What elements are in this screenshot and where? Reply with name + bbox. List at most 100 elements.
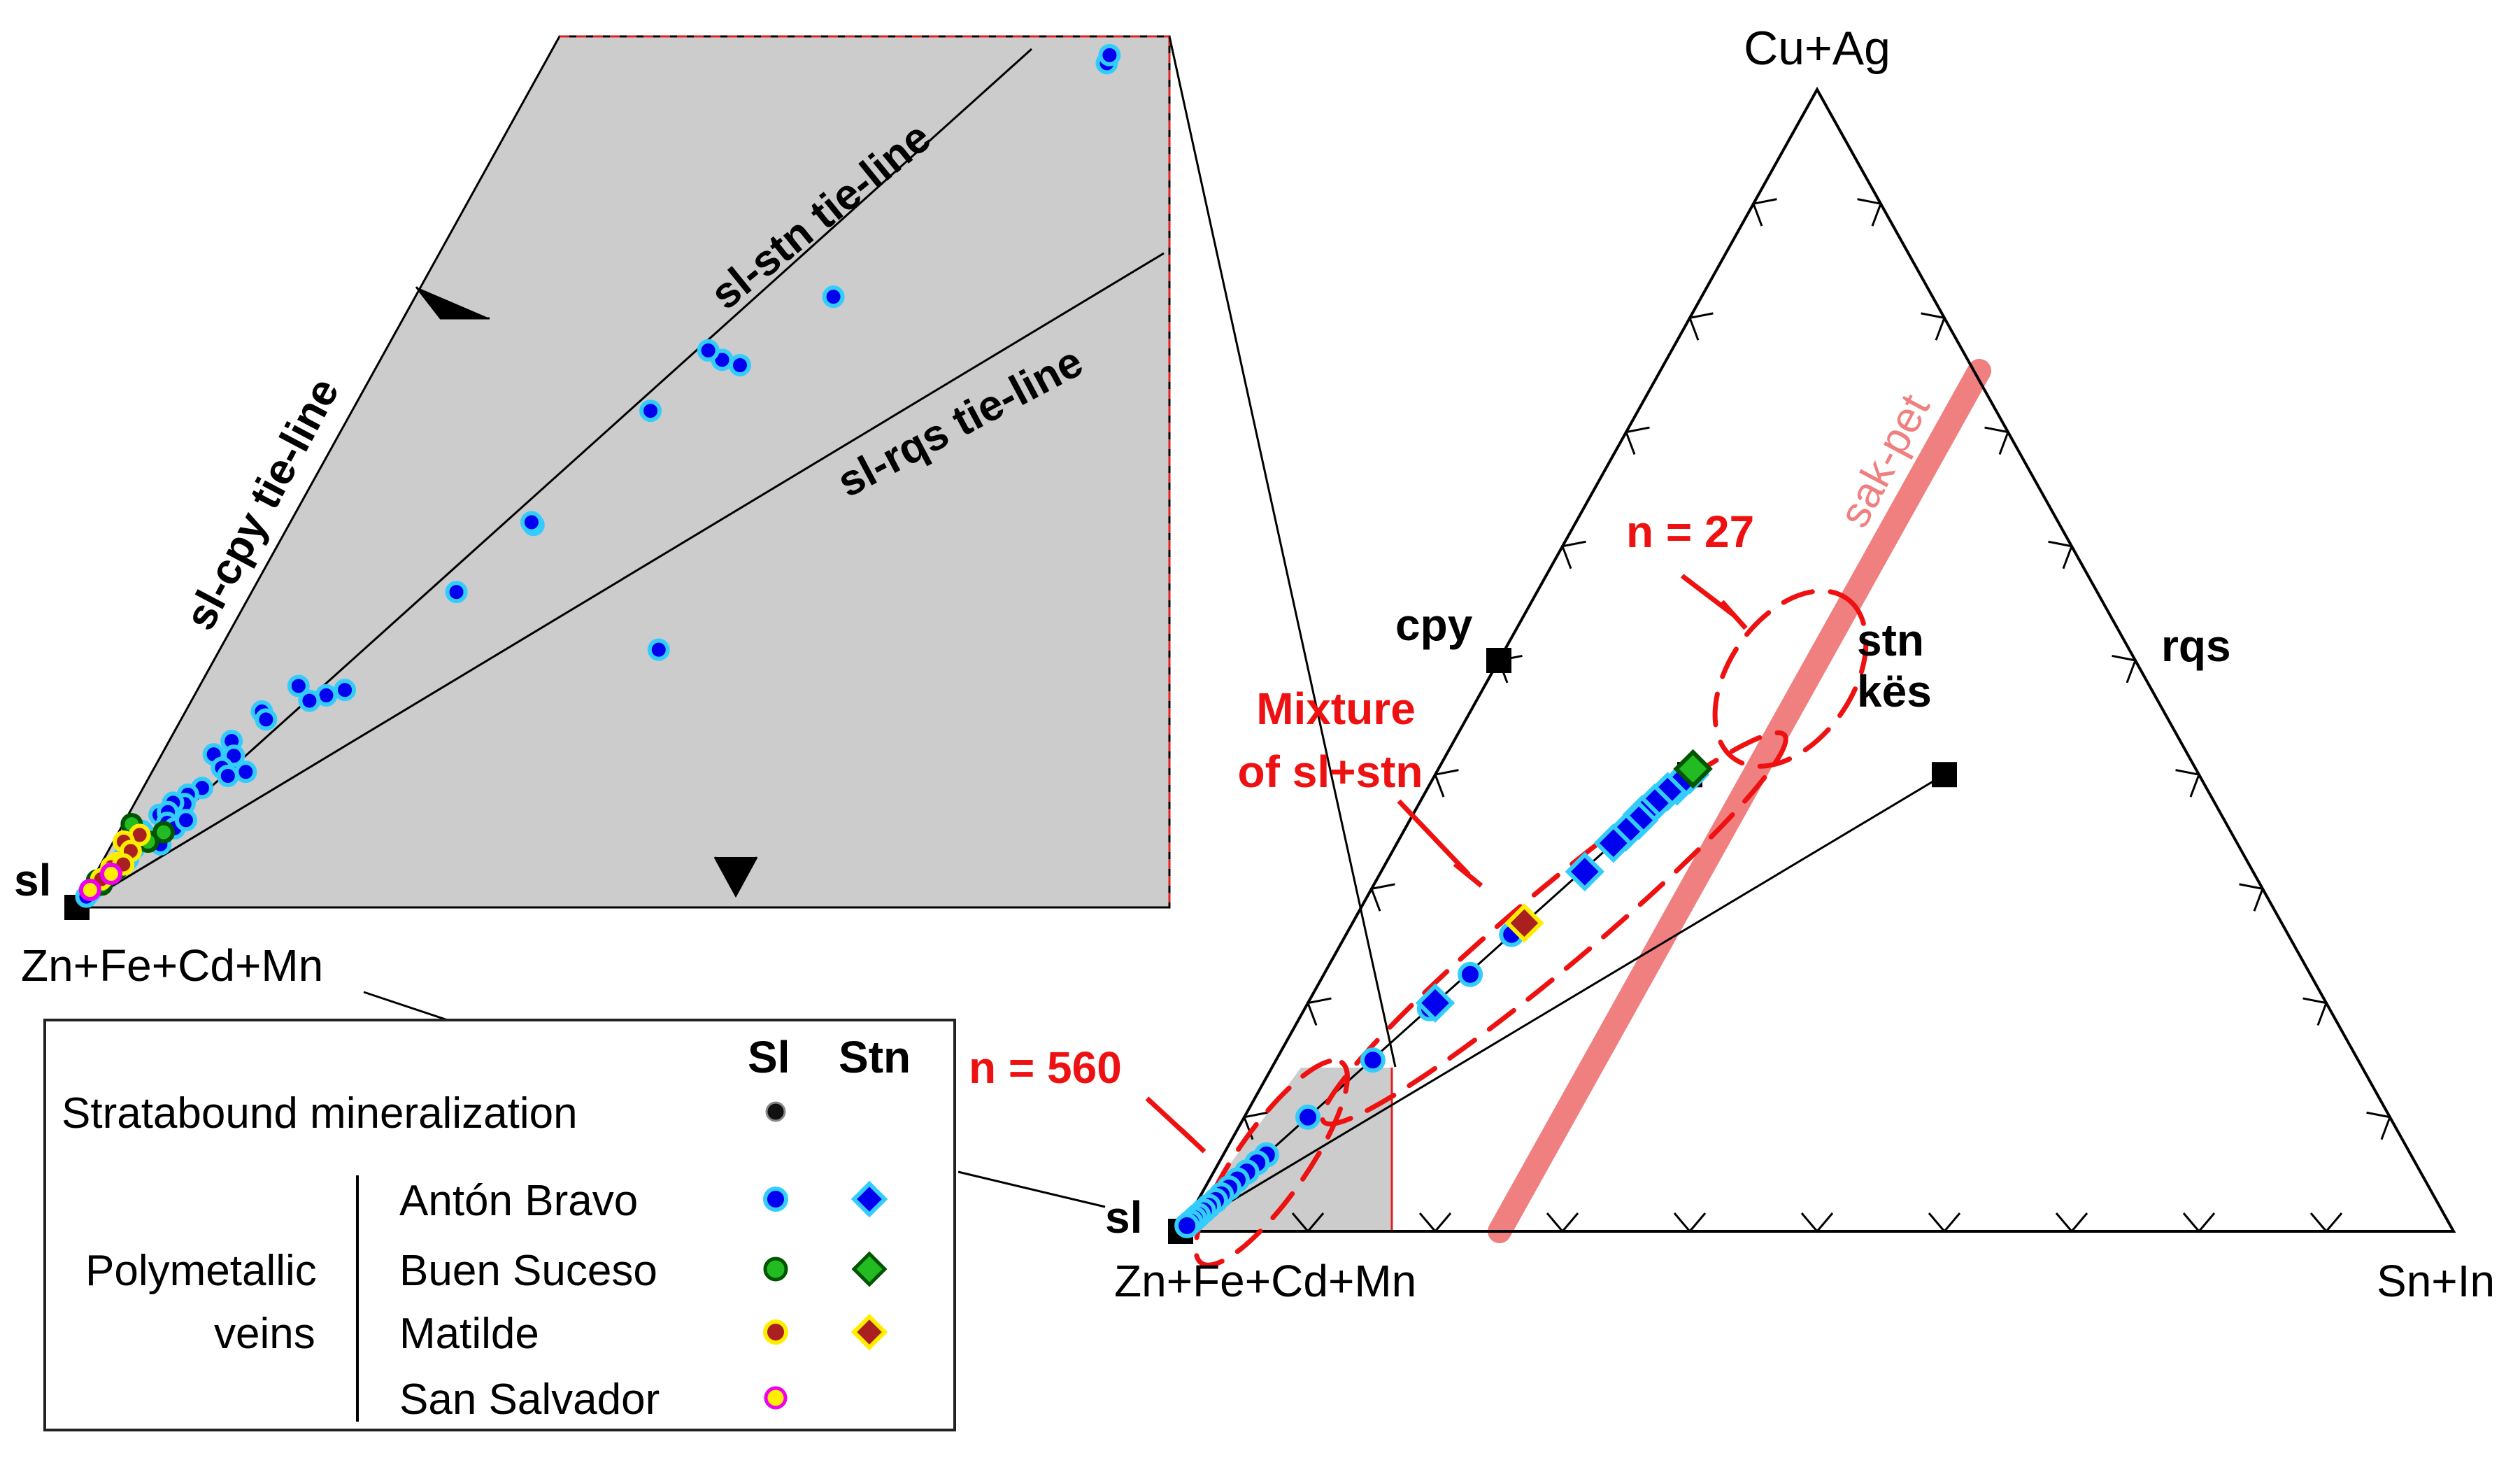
vertex-label-bottom-left: Zn+Fe+Cd+Mn: [1114, 1256, 1416, 1306]
point-ant-n-bravo-sl-zoom: [728, 353, 751, 376]
point-ant-n-bravo-sl-zoom: [334, 679, 357, 702]
point-ant-n-bravo-sl-zoom: [639, 399, 662, 423]
zoom-vertex-label: Zn+Fe+Cd+Mn: [21, 940, 323, 991]
tick-mark: [2175, 769, 2201, 798]
end-member-cpy: [1486, 648, 1511, 673]
tick-mark: [1306, 997, 1332, 1026]
mixture-ellipse: [1320, 730, 1788, 1127]
end-member-label-rqs: rqs: [2161, 621, 2231, 671]
tick-mark: [2366, 1111, 2392, 1140]
point-san-salvador-sl-zoom: [78, 879, 101, 902]
legend-marker-matilde-stn: [850, 1313, 888, 1351]
tick-mark: [1688, 312, 1714, 341]
tick-mark: [1928, 1212, 1961, 1233]
tick-mark: [2239, 883, 2265, 912]
tick-mark: [1984, 426, 2010, 455]
legend-markers: [763, 1101, 888, 1410]
tick-mark: [1857, 198, 1883, 227]
tick-mark: [2055, 1212, 2088, 1233]
annotation-leaders: [1145, 574, 1748, 1154]
legend-locality-buen-suceso: Buen Suceso: [399, 1247, 657, 1295]
legend-stratabound: Stratabound mineralization: [62, 1089, 578, 1138]
vertex-label-top: Cu+Ag: [1744, 22, 1891, 75]
legend-marker-buen-suceso-sl: [763, 1257, 788, 1282]
zoom-connector: [1168, 36, 1397, 1068]
legend-marker-matilde-sl: [763, 1319, 788, 1345]
legend-col-stn: Stn: [839, 1032, 911, 1082]
tie-line-0: [1179, 660, 1500, 1232]
tick-mark: [2182, 1212, 2216, 1233]
point-ant-n-bravo-sl-zoom: [216, 765, 239, 788]
tick-mark: [2048, 540, 2074, 569]
data-points: [64, 43, 1957, 1244]
sak-pet-line: [1488, 359, 1991, 1243]
point-ant-n-bravo-sl-zoom: [1098, 43, 1121, 66]
legend-divider: [356, 1175, 359, 1422]
point-ant-n-bravo-sl-zoom: [174, 809, 197, 832]
tick-mark: [2112, 654, 2137, 684]
legend-marker-anton-bravo-sl: [763, 1187, 788, 1212]
point-ant-n-bravo-sl-zoom: [822, 285, 845, 309]
tick-mark: [2302, 997, 2328, 1026]
n560-ellipse: [1193, 1058, 1350, 1268]
annotation-mixture-1: Mixture: [1256, 684, 1416, 734]
tick-mark: [1546, 1212, 1579, 1233]
tick-mark: [1921, 312, 1946, 341]
point-san-salvador-sl-zoom: [99, 863, 122, 886]
zoom-tick-mark: [713, 856, 758, 898]
tick-mark: [1751, 198, 1777, 227]
point-ant-n-bravo-sl: [1295, 1104, 1320, 1130]
point-ant-n-bravo-sl-zoom: [647, 638, 670, 661]
point-ant-n-bravo-sl-zoom: [520, 511, 543, 534]
zoom-tick-mark: [415, 286, 490, 320]
tick-mark: [1291, 1212, 1325, 1233]
point-matilde-stn: [1504, 903, 1544, 943]
annotation-n560: n = 560: [969, 1042, 1122, 1093]
axis-ticks: [1242, 198, 2392, 1233]
point-ant-n-bravo-stn: [1565, 851, 1605, 892]
point-ant-n-bravo-sl: [1360, 1047, 1386, 1073]
end-member-label-sl: sl: [1105, 1192, 1142, 1243]
vertex-label-bottom-right: Sn+In: [2377, 1256, 2495, 1306]
end-member-label-kes: kës: [1857, 666, 1932, 716]
annotation-n27: n = 27: [1626, 507, 1754, 557]
tick-mark: [1433, 769, 1459, 798]
point-ant-n-bravo-sl-zoom: [287, 674, 310, 698]
legend-col-sl: Sl: [748, 1032, 790, 1082]
legend: Sl Stn Stratabound mineralization Antón …: [43, 1019, 956, 1431]
legend-group-line2: veins: [214, 1310, 315, 1358]
point-ant-n-bravo-sl-zoom: [298, 689, 321, 712]
tick-mark: [1369, 883, 1395, 912]
tick-mark: [1418, 1212, 1452, 1233]
legend-marker-san-salvador-sl: [764, 1386, 788, 1410]
tick-mark: [1800, 1212, 1834, 1233]
point-ant-n-bravo-sl-zoom: [697, 339, 720, 362]
end-member-rqs: [1932, 762, 1957, 788]
annotation-mixture-2: of sl+stn: [1238, 746, 1423, 797]
stn-ellipse: [1712, 588, 1869, 769]
zoom-sl-label: sl: [14, 855, 51, 905]
legend-locality-anton-bravo: Antón Bravo: [399, 1177, 639, 1225]
legend-locality-san-salvador: San Salvador: [399, 1375, 660, 1424]
tie-line-2: [1180, 773, 1945, 1233]
end-member-label-stn: stn: [1857, 615, 1924, 665]
point-ant-n-bravo-sl: [1174, 1212, 1200, 1238]
tick-mark: [2309, 1212, 2343, 1233]
point-buen-suceso-stn: [1673, 749, 1713, 789]
legend-group-line1: Polymetallic: [85, 1247, 317, 1295]
zoom-connector: [363, 991, 448, 1021]
point-ant-n-bravo-sl-zoom: [445, 581, 468, 604]
zoom-tie-line-1: [76, 252, 1165, 909]
point-ant-n-bravo-sl-zoom: [255, 708, 278, 731]
tick-mark: [1560, 540, 1586, 569]
legend-marker-anton-bravo-stn: [850, 1180, 888, 1218]
legend-marker-stratabound-sl: [765, 1101, 786, 1122]
point-ant-n-bravo-stn: [1415, 983, 1455, 1023]
point-ant-n-bravo-sl-zoom: [234, 760, 257, 784]
legend-locality-matilde: Matilde: [399, 1310, 539, 1358]
annotation-outlines: [1193, 588, 1869, 1268]
point-ant-n-bravo-stn: [1593, 823, 1634, 863]
end-member-label-cpy: cpy: [1395, 600, 1473, 650]
point-ant-n-bravo-sl: [1458, 961, 1483, 987]
